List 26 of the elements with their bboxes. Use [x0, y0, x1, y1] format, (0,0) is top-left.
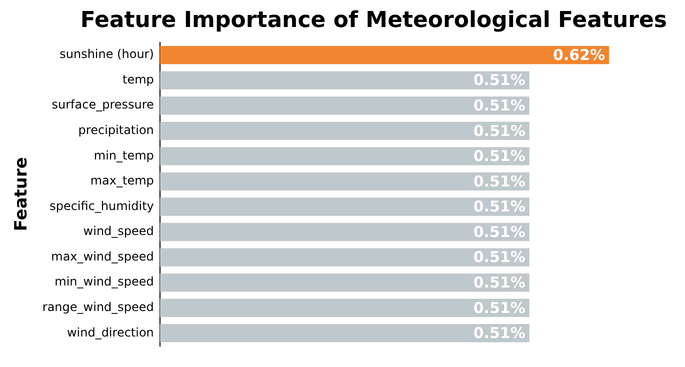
data-label: 0.51% — [473, 298, 526, 317]
y-tick-label: min_wind_speed — [54, 274, 154, 289]
y-tick-label: sunshine (hour) — [60, 47, 154, 62]
data-label: 0.51% — [473, 198, 526, 216]
y-axis-title: Feature — [12, 157, 32, 232]
data-label: 0.51% — [473, 71, 526, 90]
y-tick-label: wind_speed — [83, 224, 154, 238]
y-tick-label: wind_direction — [66, 325, 154, 340]
y-tick-label: max_wind_speed — [51, 249, 154, 264]
data-label: 0.51% — [473, 122, 526, 140]
data-label: 0.51% — [473, 147, 526, 166]
data-label: 0.51% — [473, 273, 526, 292]
y-tick-label: specific_humidity — [50, 198, 154, 213]
data-label: 0.62% — [553, 46, 606, 64]
y-tick-label: min_temp — [94, 148, 154, 162]
y-tick-label: max_temp — [90, 174, 154, 188]
y-tick-label: temp — [122, 72, 154, 86]
y-tick-label: precipitation — [78, 123, 154, 138]
data-label: 0.51% — [473, 222, 526, 241]
chart-title: Feature Importance of Meteorological Features — [80, 8, 667, 33]
y-tick-label: range_wind_speed — [42, 300, 154, 314]
y-tick-label: surface_pressure — [52, 98, 154, 112]
data-label: 0.51% — [473, 172, 526, 190]
data-label: 0.51% — [473, 96, 526, 114]
data-label: 0.51% — [473, 248, 526, 266]
data-label: 0.51% — [473, 324, 526, 342]
